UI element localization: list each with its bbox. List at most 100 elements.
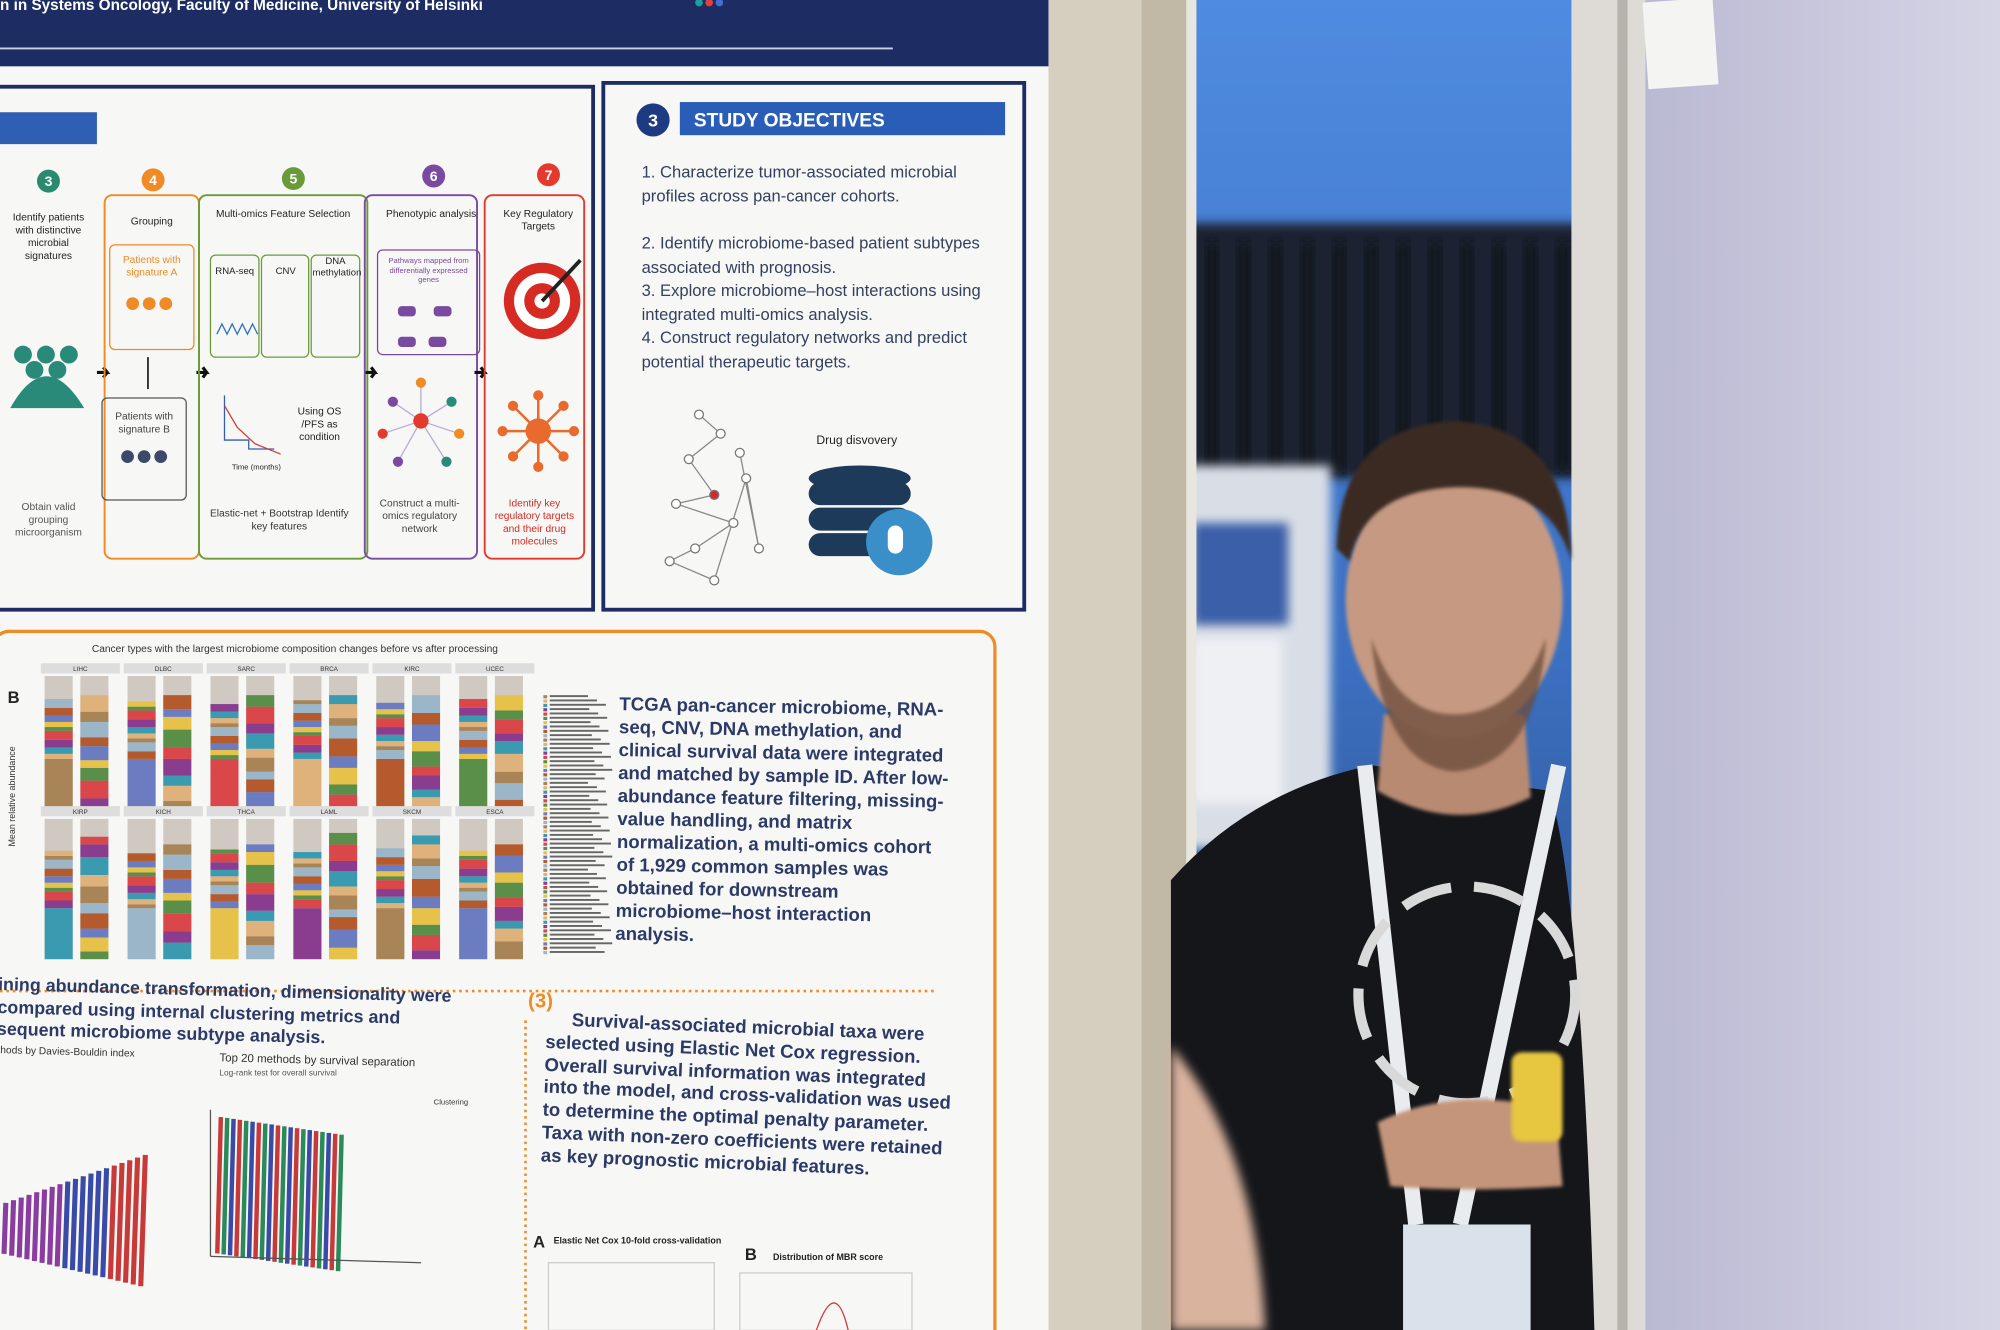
bar-segment	[210, 758, 239, 810]
step-note: Obtain valid grouping microorganism	[15, 501, 82, 539]
bar-segment	[210, 901, 239, 909]
bar-segment	[329, 909, 358, 918]
bar-segment	[376, 908, 405, 960]
bar-segment	[376, 896, 405, 904]
bar-segment	[376, 857, 405, 865]
bar-segment	[293, 863, 322, 868]
curtain-fold	[1237, 242, 1250, 472]
bar-segment	[329, 725, 358, 739]
person-b	[137, 450, 151, 464]
legend-swatch	[543, 885, 548, 890]
bar-segment	[163, 900, 192, 914]
bar-segment	[459, 758, 488, 810]
bar-segment	[80, 760, 109, 768]
legend-text	[549, 742, 610, 745]
legend-text	[549, 938, 604, 940]
graph-node	[741, 473, 752, 484]
bar-segment	[44, 721, 73, 728]
bar-segment	[80, 767, 109, 781]
bar-segment	[163, 709, 192, 717]
bar-segment	[44, 715, 73, 722]
bar-segment	[293, 744, 322, 753]
bar-segment	[210, 853, 239, 863]
bar-segment	[293, 899, 322, 909]
panel-strip	[289, 806, 369, 817]
panel-strip	[372, 663, 452, 674]
bar-segment	[127, 727, 156, 734]
bar-segment	[127, 706, 156, 711]
bar-segment	[163, 913, 192, 932]
bar-segment	[293, 858, 322, 864]
pathway-node	[397, 336, 416, 347]
bar-segment	[210, 894, 239, 902]
group-b-box	[101, 397, 187, 501]
bar-segment	[246, 852, 275, 865]
bar-segment	[494, 719, 523, 734]
graph-edge	[713, 478, 747, 581]
survival-bar	[221, 1117, 230, 1255]
bar-segment	[44, 747, 73, 754]
panel-strip	[455, 806, 535, 817]
bar-segment	[411, 924, 441, 935]
bar-segment	[163, 695, 192, 710]
bar-segment	[127, 719, 156, 728]
bar-segment	[246, 864, 275, 883]
y-axis-label: Mean relative abundance	[8, 746, 18, 847]
step-title: Key Regulatory Targets	[503, 207, 574, 233]
bar-segment	[329, 695, 358, 705]
bar-segment	[329, 767, 358, 785]
bar-segment	[411, 908, 441, 925]
cv-panel-title: Elastic Net Cox 10-fold cross-validation	[553, 1237, 722, 1247]
legend-text	[549, 877, 606, 880]
bar-segment	[163, 931, 192, 943]
bar-segment	[210, 723, 239, 728]
bar-segment	[246, 748, 275, 758]
bar-segment	[246, 882, 275, 895]
bar-segment	[494, 906, 523, 921]
bar-segment	[293, 758, 322, 810]
step-number: 4	[149, 172, 157, 188]
mbr-panel	[739, 1272, 913, 1330]
legend-swatch	[543, 764, 548, 768]
hub-leaf	[533, 461, 544, 472]
legend-swatch	[543, 855, 548, 859]
bar-segment	[80, 951, 109, 960]
bar-segment	[376, 889, 405, 897]
legend-text	[549, 829, 610, 832]
bar-segment	[80, 780, 109, 799]
bar-segment	[80, 913, 109, 929]
mbr-panel-title: Distribution of MBR score	[772, 1253, 884, 1263]
bar-segment	[80, 844, 109, 858]
bar-segment	[44, 859, 73, 869]
graph-edge	[669, 560, 715, 581]
bar-segment	[210, 849, 239, 854]
db-bar	[92, 1170, 102, 1276]
bar-segment	[127, 904, 156, 909]
bar-segment	[127, 872, 156, 877]
bar-segment	[44, 850, 73, 856]
bar-segment	[494, 882, 523, 898]
bar-segment	[127, 867, 156, 873]
bar-segment	[163, 869, 192, 879]
bar-segment	[210, 755, 239, 759]
curtain-fold	[1556, 242, 1569, 472]
bar-segment	[293, 704, 322, 714]
bar-segment	[494, 844, 523, 856]
poster-header	[0, 0, 1049, 67]
people-icon	[14, 345, 32, 364]
bar-segment	[329, 784, 358, 795]
legend-swatch	[543, 920, 548, 924]
survival-bar	[304, 1130, 313, 1267]
bar-segment	[44, 908, 73, 960]
legend-text	[549, 773, 596, 776]
bar-segment	[210, 885, 239, 895]
legend-text	[549, 868, 589, 871]
bar-segment	[376, 709, 405, 715]
legend-text	[549, 894, 591, 897]
survival-bar	[335, 1134, 344, 1272]
db-bar	[69, 1178, 79, 1271]
bar-segment	[127, 899, 156, 905]
legend-text	[549, 755, 611, 758]
legend-swatch	[543, 708, 548, 712]
legend-swatch	[543, 812, 548, 816]
